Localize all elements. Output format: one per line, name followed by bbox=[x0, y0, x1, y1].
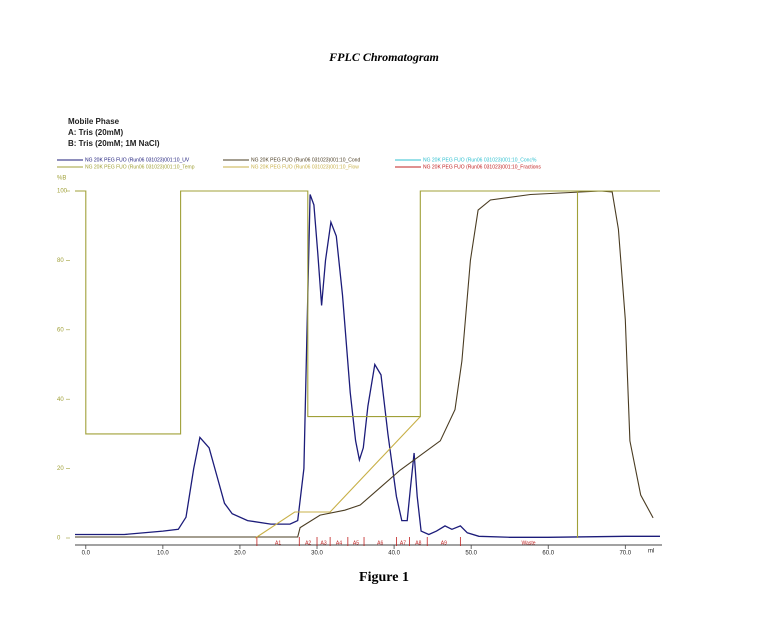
fraction-label: A2 bbox=[305, 540, 311, 546]
fraction-label: A7 bbox=[400, 540, 406, 546]
y-tick-label: 0 bbox=[57, 536, 61, 542]
x-axis-label: ml bbox=[648, 549, 654, 555]
series-line bbox=[75, 190, 654, 538]
chart-title: FPLC Chromatogram bbox=[328, 50, 439, 64]
fraction-label: A3 bbox=[321, 540, 327, 546]
x-tick-label: 50.0 bbox=[465, 551, 477, 557]
fraction-label: A6 bbox=[377, 540, 383, 546]
y-tick-label: 100 bbox=[57, 189, 68, 195]
legend-label: NG 20K PEG FUO (Run06 031023)001:10_Cond bbox=[251, 157, 360, 163]
x-tick-label: 60.0 bbox=[542, 551, 554, 557]
x-tick-label: 0.0 bbox=[82, 551, 91, 557]
y-tick-label: 80 bbox=[57, 258, 64, 264]
fraction-label: Waste bbox=[522, 540, 536, 546]
x-tick-label: 30.0 bbox=[311, 551, 323, 557]
series-line bbox=[75, 194, 660, 538]
series-line bbox=[75, 190, 660, 538]
fraction-label: A9 bbox=[441, 540, 447, 546]
note: B: Tris (20mM; 1M NaCl) bbox=[68, 139, 160, 148]
x-tick-label: 20.0 bbox=[234, 551, 246, 557]
series-line bbox=[255, 416, 421, 539]
caption: Figure 1 bbox=[359, 570, 409, 585]
note: Mobile Phase bbox=[68, 117, 120, 126]
x-tick-label: 70.0 bbox=[619, 551, 631, 557]
fraction-label: A8 bbox=[415, 540, 421, 546]
legend-label: NG 20K PEG FUO (Run06 031023)001:10_UV bbox=[85, 157, 190, 163]
y-tick-label: 40 bbox=[57, 397, 64, 403]
fraction-label: A4 bbox=[336, 540, 342, 546]
fraction-label: A5 bbox=[353, 540, 359, 546]
legend-label: NG 20K PEG FUO (Run06 031023)001:10_Frac… bbox=[423, 164, 541, 170]
legend-label: NG 20K PEG FUO (Run06 031023)001:10_Conc… bbox=[423, 157, 537, 163]
y-axis-label: %B bbox=[57, 176, 66, 182]
legend-label: NG 20K PEG FUO (Run06 031023)001:10_Flow bbox=[251, 164, 359, 170]
fraction-label: A1 bbox=[275, 540, 281, 546]
note: A: Tris (20mM) bbox=[68, 128, 123, 137]
x-tick-label: 10.0 bbox=[157, 551, 169, 557]
y-tick-label: 60 bbox=[57, 327, 64, 333]
legend-label: NG 20K PEG FUO (Run06 031023)001:10_Temp bbox=[85, 164, 195, 170]
x-tick-label: 40.0 bbox=[388, 551, 400, 557]
y-tick-label: 20 bbox=[57, 466, 64, 472]
